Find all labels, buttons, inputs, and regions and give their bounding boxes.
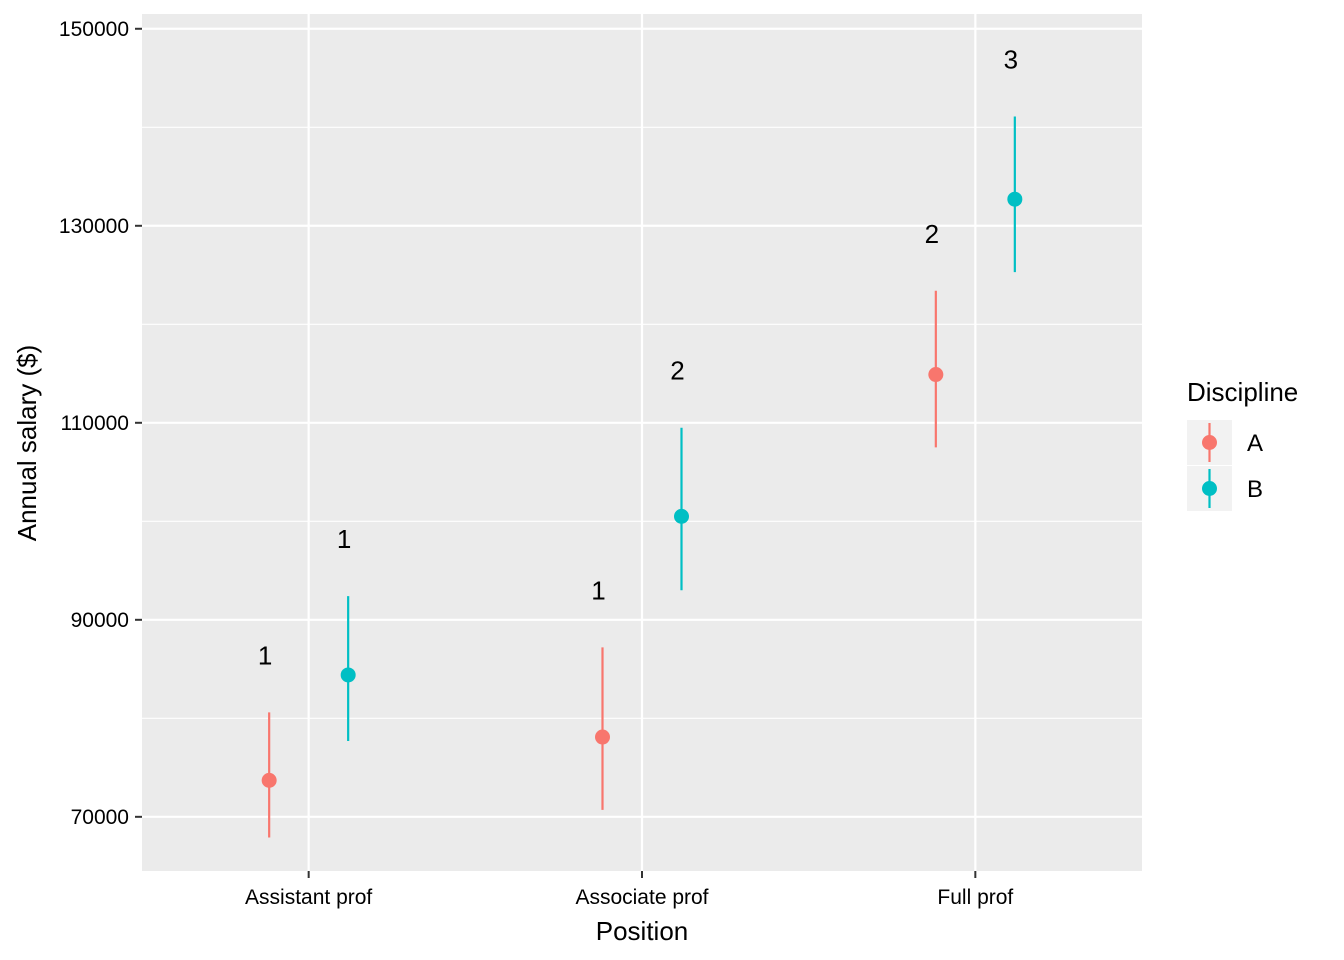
y-tick-label: 110000 (60, 412, 129, 435)
legend: Discipline AB (1187, 377, 1298, 511)
y-tick-label: 70000 (71, 806, 129, 829)
y-axis: 70000 90000 110000 130000 150000 (59, 18, 142, 829)
group-letter-label: 3 (1004, 44, 1018, 74)
y-tick-label: 150000 (59, 18, 129, 41)
legend-key-point (1202, 481, 1217, 496)
group-letter-label: 2 (925, 219, 939, 249)
data-point (595, 729, 610, 745)
legend-label: A (1247, 430, 1263, 457)
grid-major (142, 14, 1142, 871)
x-axis: Assistant prof Associate prof Full prof (245, 871, 1013, 909)
y-tick-label: 90000 (71, 609, 129, 632)
group-labels: 1 1 2 1 2 3 (258, 44, 1018, 670)
data-point (261, 772, 277, 788)
x-tick-label: Full prof (937, 886, 1013, 909)
x-tick-label: Associate prof (575, 886, 708, 909)
y-tick-label: 130000 (59, 215, 129, 238)
data-point (674, 508, 689, 524)
x-axis-title: Position (596, 916, 689, 946)
data-marks (261, 116, 1023, 838)
group-letter-label: 1 (591, 575, 605, 605)
legend-title: Discipline (1187, 377, 1298, 407)
group-letter-label: 2 (670, 356, 684, 386)
y-axis-title: Annual salary ($) (12, 345, 42, 542)
group-letter-label: 1 (337, 524, 351, 554)
x-tick-label: Assistant prof (245, 886, 372, 909)
data-point (1007, 191, 1023, 207)
legend-label: B (1247, 476, 1263, 503)
data-point (928, 367, 944, 383)
group-letter-label: 1 (258, 640, 272, 670)
data-point (340, 667, 356, 683)
legend-key-point (1202, 435, 1217, 450)
